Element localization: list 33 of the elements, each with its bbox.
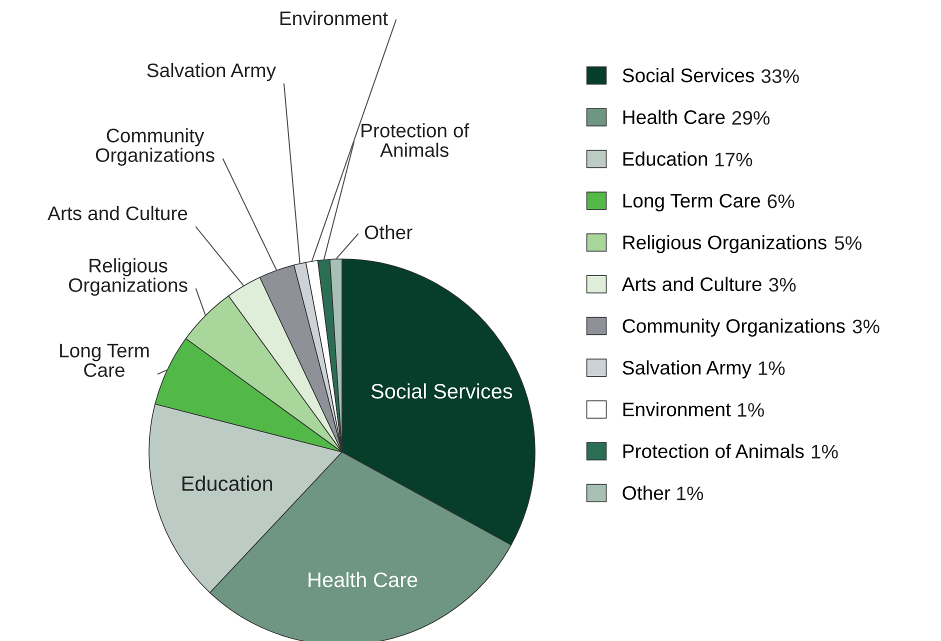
slice-label: Salvation Army xyxy=(147,62,276,82)
slice-label: Arts and Culture xyxy=(48,206,188,220)
legend-label: Health Care xyxy=(623,110,725,124)
data-label: 1% xyxy=(677,486,704,500)
slice-label: Protection of Animals xyxy=(362,123,470,157)
data-label: 17% xyxy=(715,152,752,166)
slice-label: Other xyxy=(364,224,412,240)
legend-label: Long Term Care xyxy=(623,194,760,212)
legend-label: Community Organizations xyxy=(622,318,845,337)
data-label: 1% xyxy=(738,403,764,417)
data-label: 1% xyxy=(812,444,838,458)
slice-label: Long Term Care xyxy=(60,344,149,377)
data-label: 33% xyxy=(761,69,799,84)
legend-label: Environment xyxy=(623,402,731,416)
slice-label: Environment xyxy=(280,10,388,26)
data-label: 29% xyxy=(732,110,770,125)
legend-label: Religious Organizations xyxy=(623,235,826,254)
slice-label: Health Care xyxy=(308,572,418,588)
data-label: 6% xyxy=(768,194,794,208)
slice-label: Religious Organizations xyxy=(68,258,188,296)
slice-label: Education xyxy=(182,476,272,491)
slice-label: Social Services xyxy=(371,383,512,399)
slice-label: Community Organizations xyxy=(96,128,214,166)
legend-label: Protection of Animals xyxy=(623,444,804,458)
legend-label: Salvation Army xyxy=(622,360,752,378)
legend-label: Social Services xyxy=(622,68,754,82)
legend-label: Arts and Culture xyxy=(622,276,762,292)
data-label: 3% xyxy=(852,320,880,334)
legend-label: Other xyxy=(622,486,670,500)
data-label: 3% xyxy=(769,278,796,292)
data-label: 5% xyxy=(834,236,862,250)
legend-label: Education xyxy=(623,152,708,166)
data-label: 1% xyxy=(758,361,785,376)
